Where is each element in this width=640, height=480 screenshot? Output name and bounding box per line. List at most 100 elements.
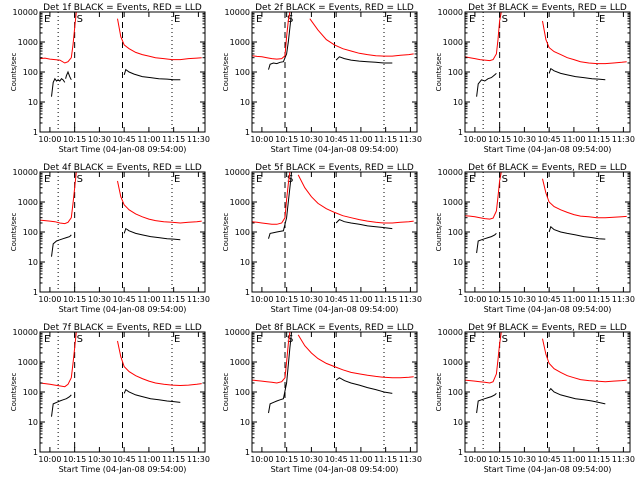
x-tick-label: 10:15 — [488, 295, 511, 304]
interval-marker-label: S — [502, 174, 508, 185]
lld-series-line — [40, 12, 77, 64]
x-tick-label: 10:30 — [88, 295, 111, 304]
x-tick-label: 10:15 — [275, 135, 298, 144]
lld-series-line — [465, 332, 502, 384]
interval-marker-label: E — [256, 14, 262, 25]
interval-marker-label: E — [256, 334, 262, 345]
y-tick-label: 10000 — [13, 328, 38, 337]
x-tick-label: 11:30 — [612, 455, 635, 464]
y-tick-label: 1000 — [18, 358, 38, 367]
y-axis-label: Counts/sec — [435, 53, 443, 92]
events-series-line — [268, 172, 293, 239]
x-tick-label: 11:15 — [587, 455, 610, 464]
interval-marker-label: E — [469, 14, 475, 25]
x-tick-label: 10:00 — [38, 455, 61, 464]
y-tick-label: 1000 — [443, 358, 463, 367]
x-tick-label: 11:00 — [349, 295, 372, 304]
x-tick-label: 11:00 — [349, 135, 372, 144]
y-tick-label: 1000 — [443, 38, 463, 47]
y-tick-label: 1000 — [18, 198, 38, 207]
lld-series-line — [465, 12, 502, 62]
x-tick-label: 11:00 — [137, 295, 160, 304]
y-tick-label: 1 — [458, 288, 463, 297]
x-tick-label: 11:00 — [562, 295, 585, 304]
y-axis-label: Counts/sec — [222, 213, 230, 252]
y-tick-label: 10 — [28, 98, 38, 107]
x-tick-label: 11:00 — [137, 455, 160, 464]
events-series-line — [123, 227, 181, 241]
y-tick-label: 10 — [453, 418, 463, 427]
y-tick-label: 100 — [235, 68, 250, 77]
x-tick-label: 11:30 — [399, 295, 422, 304]
events-series-line — [476, 233, 497, 254]
x-tick-label: 10:30 — [88, 455, 111, 464]
lld-series-line — [252, 12, 291, 60]
x-axis-label: Start Time (04-Jan-08 09:54:00) — [271, 145, 399, 154]
x-tick-label: 11:00 — [349, 455, 372, 464]
x-tick-label: 10:45 — [325, 455, 348, 464]
events-series-line — [335, 377, 393, 394]
panel-title: Det 5f BLACK = Events, RED = LLD — [255, 163, 414, 173]
y-axis-label: Counts/sec — [435, 373, 443, 412]
events-series-line — [548, 387, 606, 405]
panel-title: Det 3f BLACK = Events, RED = LLD — [468, 3, 627, 13]
y-tick-label: 100 — [23, 388, 38, 397]
y-tick-label: 100 — [448, 388, 463, 397]
y-tick-label: 10000 — [438, 328, 463, 337]
x-tick-label: 10:45 — [538, 295, 561, 304]
x-tick-label: 10:15 — [63, 455, 86, 464]
lld-series-line — [117, 340, 202, 387]
y-tick-label: 1000 — [230, 38, 250, 47]
y-tick-label: 10000 — [438, 168, 463, 177]
y-tick-label: 1000 — [443, 198, 463, 207]
interval-marker-label: E — [386, 14, 392, 25]
x-tick-label: 10:15 — [275, 455, 298, 464]
interval-marker-label: E — [256, 174, 262, 185]
events-series-line — [476, 393, 497, 414]
x-tick-label: 11:30 — [399, 135, 422, 144]
lld-series-line — [297, 334, 414, 379]
x-axis-label: Start Time (04-Jan-08 09:54:00) — [484, 305, 612, 314]
y-axis-label: Counts/sec — [10, 53, 18, 92]
y-tick-label: 1 — [33, 448, 38, 457]
x-tick-label: 10:00 — [463, 135, 486, 144]
interval-marker-label: E — [386, 174, 392, 185]
interval-marker-label: S — [502, 334, 508, 345]
interval-marker-label: S — [77, 334, 83, 345]
x-tick-label: 10:45 — [325, 135, 348, 144]
events-series-line — [335, 56, 393, 64]
interval-marker-label: E — [599, 334, 605, 345]
x-tick-label: 10:15 — [275, 295, 298, 304]
y-tick-label: 10000 — [438, 8, 463, 17]
events-series-line — [268, 332, 293, 414]
y-tick-label: 10 — [240, 98, 250, 107]
y-axis-label: Counts/sec — [435, 213, 443, 252]
x-tick-label: 10:30 — [88, 135, 111, 144]
x-tick-label: 11:15 — [162, 295, 185, 304]
x-tick-label: 11:00 — [562, 135, 585, 144]
y-axis-label: Counts/sec — [10, 213, 18, 252]
x-axis-label: Start Time (04-Jan-08 09:54:00) — [59, 305, 187, 314]
x-tick-label: 10:00 — [38, 135, 61, 144]
x-tick-label: 10:15 — [63, 135, 86, 144]
panel-title: Det 9f BLACK = Events, RED = LLD — [468, 323, 627, 333]
x-tick-label: 11:15 — [374, 135, 397, 144]
lld-series-line — [252, 172, 291, 225]
x-tick-label: 10:00 — [463, 455, 486, 464]
events-series-line — [335, 219, 393, 230]
events-series-line — [51, 394, 72, 417]
x-tick-label: 10:45 — [325, 295, 348, 304]
y-tick-label: 10 — [240, 258, 250, 267]
y-tick-label: 1 — [458, 128, 463, 137]
x-tick-label: 11:30 — [187, 135, 210, 144]
interval-marker-label: S — [77, 174, 83, 185]
y-tick-label: 1000 — [230, 358, 250, 367]
x-axis-label: Start Time (04-Jan-08 09:54:00) — [271, 305, 399, 314]
y-tick-label: 10 — [453, 98, 463, 107]
y-tick-label: 10000 — [225, 168, 250, 177]
lld-series-line — [252, 332, 291, 384]
